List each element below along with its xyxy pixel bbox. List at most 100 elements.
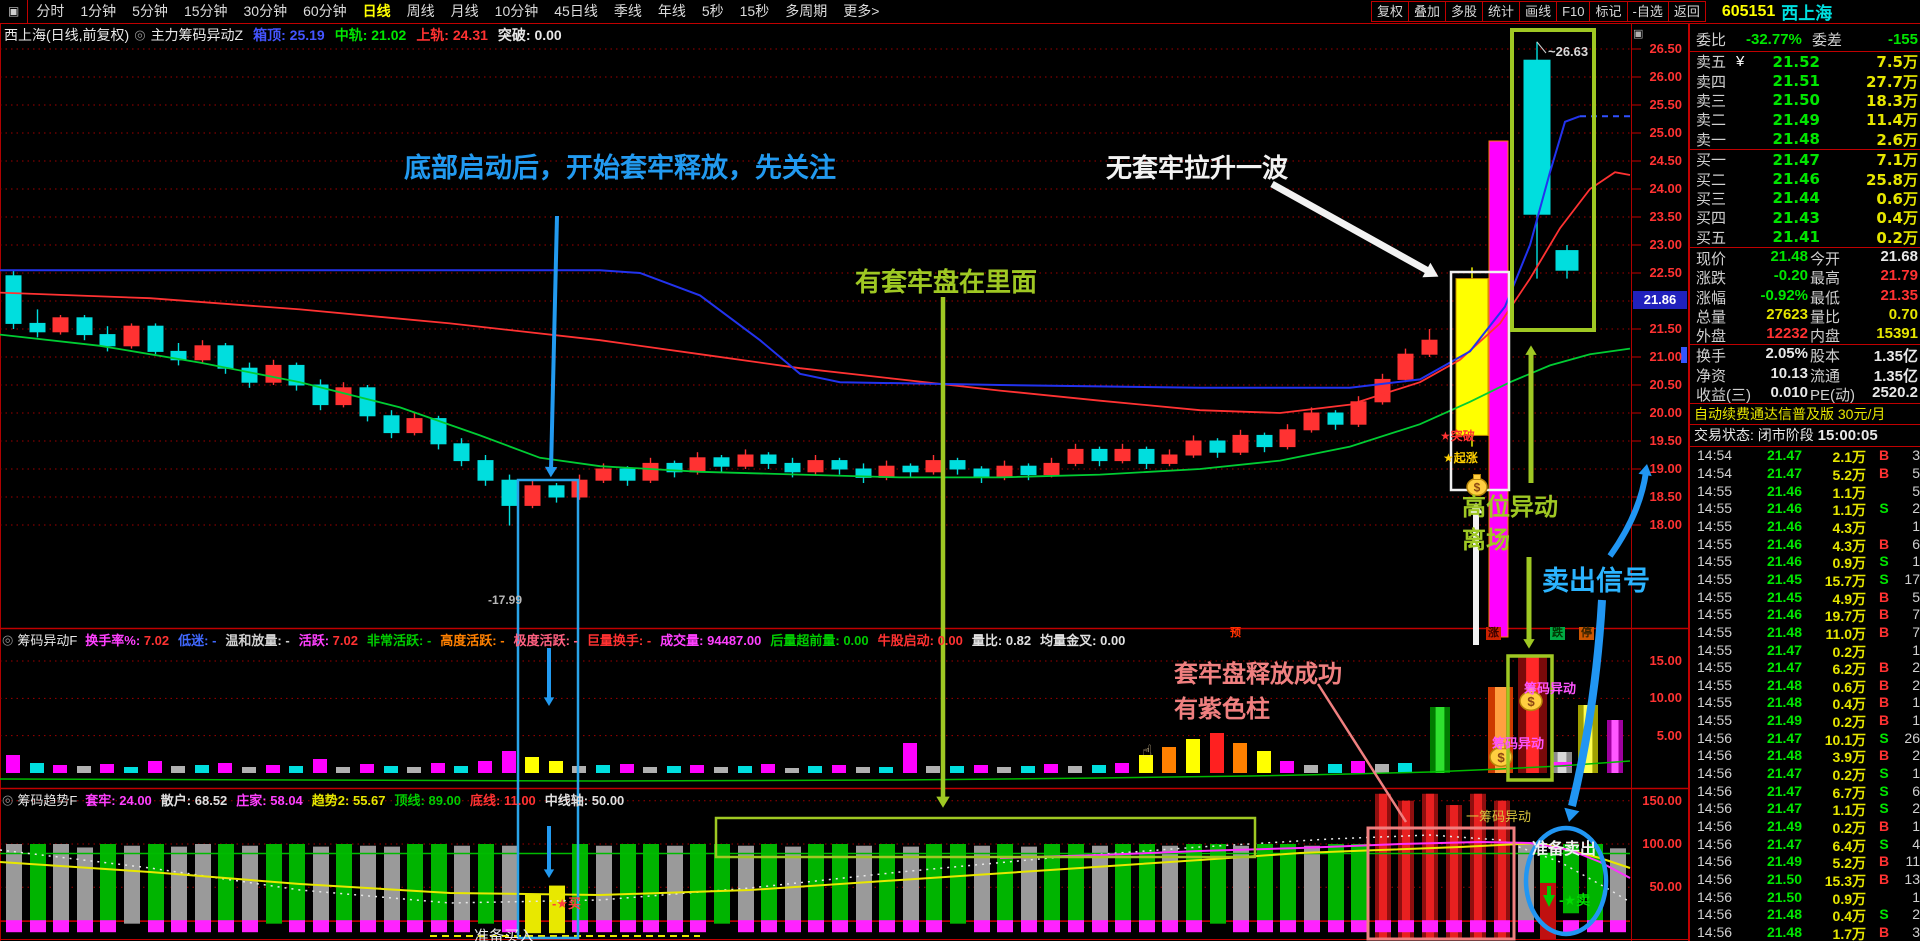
period-tab-60分钟[interactable]: 60分钟 (303, 3, 347, 19)
panel2-tick-50.00: 50.00 (1649, 879, 1682, 895)
period-tab-15分钟[interactable]: 15分钟 (183, 3, 228, 19)
price-tick-18.00: 18.00 (1649, 517, 1682, 532)
toolbar-button-返回[interactable]: 返回 (1667, 1, 1706, 22)
high-price-label: ~26.63 (1548, 44, 1589, 59)
period-tab-年线[interactable]: 年线 (657, 3, 686, 19)
period-tab-更多>[interactable]: 更多> (843, 3, 880, 19)
panel1-header: ◎ 筹码异动F 换手率%: 7.02 低迷: - 温和放量: - 活跃: 7.02 非常… (2, 631, 1134, 649)
indicator-field-套牢: 套牢: 24.00 (85, 793, 152, 808)
toolbar-button-画线[interactable]: 画线 (1519, 1, 1558, 22)
period-tab-5分钟[interactable]: 5分钟 (132, 3, 168, 19)
ask-levels[interactable]: 卖五 ¥21.52 7.5万 卖四 21.51 27.7万 卖三 21.50 18.3万 卖二 21… (1690, 52, 1920, 150)
indicator-field-低迷: 低迷: - (178, 633, 217, 648)
price-tick-26.50: 26.50 (1649, 41, 1682, 56)
toolbar-right-buttons: 复权 叠加 多股 统计 画线 F10 标记 -自选 返回 605151 西上海 (1371, 0, 1832, 23)
price-tick-25.00: 25.00 (1649, 125, 1682, 140)
price-tick-18.50: 18.50 (1649, 489, 1682, 504)
ask-row-卖一[interactable]: 卖一 21.48 2.6万 (1696, 130, 1918, 149)
window-icon[interactable]: ▣ (0, 0, 29, 23)
toolbar-button--自选[interactable]: -自选 (1626, 1, 1669, 22)
indicator-dropdown-icon[interactable]: ◎ (134, 27, 146, 42)
bid-levels[interactable]: 买一 21.47 7.1万 买二 21.46 25.8万 买三 21.44 0.6万 买四 21.4… (1690, 150, 1920, 248)
header-field-箱顶: 箱顶: 25.19 (253, 27, 325, 43)
tick-row: 14:56 21.48 3.9万 B 2 (1697, 747, 1920, 766)
subscription-banner[interactable]: 自动续费通达信普及版 30元/月 (1690, 404, 1920, 426)
main-chart-canvas[interactable]: $ $ $ (0, 0, 1688, 941)
bid-row-买四[interactable]: 买四 21.43 0.4万 (1696, 208, 1918, 228)
header-field-中轨: 中轨: 21.02 (334, 27, 407, 43)
indicator-field-活跃: 活跃: 7.02 (298, 633, 358, 648)
toolbar-button-统计[interactable]: 统计 (1482, 1, 1521, 22)
stat-row-总量: 总量 27623 量比 0.70 (1696, 305, 1918, 326)
period-tab-10分钟[interactable]: 10分钟 (494, 3, 539, 19)
panel1-name[interactable]: 筹码异动F (17, 633, 78, 648)
toolbar-button-叠加[interactable]: 叠加 (1408, 1, 1447, 22)
price-tick-20.50: 20.50 (1649, 377, 1682, 392)
toolbar-button-标记[interactable]: 标记 (1589, 1, 1628, 22)
indicator-field-换手率%: 换手率%: 7.02 (85, 633, 170, 648)
price-tick-24.50: 24.50 (1649, 153, 1682, 168)
ask-row-卖三[interactable]: 卖三 21.50 18.3万 (1696, 91, 1918, 110)
tick-row: 14:55 21.46 4.3万 1 (1697, 517, 1920, 536)
period-toolbar: ▣ 分时 1分钟 5分钟 15分钟 30分钟 60分钟 日线 周线 月线 10分钟 45日线 季线 年线… (0, 0, 1920, 24)
period-tab-分时[interactable]: 分时 (36, 3, 65, 19)
bid-row-买一[interactable]: 买一 21.47 7.1万 (1696, 150, 1918, 170)
tick-row: 14:56 21.47 0.2万 S 1 (1697, 765, 1920, 784)
indicator-field-趋势2: 趋势2: 55.67 (311, 793, 386, 808)
tick-row: 14:55 21.47 0.2万 1 (1697, 641, 1920, 660)
tick-row: 14:55 21.48 0.6万 B 2 (1697, 676, 1920, 695)
chart-header: 西上海(日线,前复权) ◎ 主力筹码异动Z 箱顶: 25.19 中轨: 21.02… (4, 26, 572, 44)
toolbar-button-复权[interactable]: 复权 (1371, 1, 1410, 22)
toolbar-button-多股[interactable]: 多股 (1445, 1, 1484, 22)
period-tab-季线[interactable]: 季线 (613, 3, 642, 19)
period-tabs: 分时 1分钟 5分钟 15分钟 30分钟 60分钟 日线 周线 月线 10分钟 45日线 季线 年线 5秒… (28, 0, 887, 23)
indicator-field-极度活跃: 极度活跃: - (513, 633, 578, 648)
period-tab-5秒[interactable]: 5秒 (701, 3, 724, 19)
period-tab-月线[interactable]: 月线 (450, 3, 479, 19)
tick-row: 14:55 21.49 0.2万 B 1 (1697, 712, 1920, 731)
panel2-header: ◎ 筹码趋势F 套牢: 24.00 散户: 68.52 庄家: 58.04 趋势2: … (2, 791, 633, 809)
indicator-field-顶线: 顶线: 89.00 (394, 793, 462, 808)
tick-trade-list[interactable]: 14:54 21.47 2.1万 B 3 14:54 21.47 5.2万 B 5 14:55 21.… (1690, 447, 1920, 941)
period-tab-45日线[interactable]: 45日线 (554, 3, 598, 19)
axis-corner-icon[interactable]: ▣ (1633, 28, 1644, 40)
ask-row-卖二[interactable]: 卖二 21.49 11.4万 (1696, 110, 1918, 130)
ask-row-卖四[interactable]: 卖四 21.51 27.7万 (1696, 72, 1918, 91)
indicator-field-成交量: 成交量: 94487.00 (660, 633, 762, 648)
ready-sell-label: 准备卖出 (1532, 841, 1597, 858)
annotation-bottom-start: 底部启动后，开始套牢释放，先关注 (404, 153, 836, 183)
panel2-collapse-icon[interactable]: ◎ (2, 791, 14, 807)
bid-row-买五[interactable]: 买五 21.41 0.2万 (1696, 228, 1918, 247)
period-tab-周线[interactable]: 周线 (406, 3, 435, 19)
status-time: 15:00:05 (1817, 427, 1878, 445)
indicator-name[interactable]: 主力筹码异动Z (150, 27, 244, 43)
period-tab-多周期[interactable]: 多周期 (785, 3, 828, 19)
tick-row: 14:55 21.48 0.4万 B 1 (1697, 694, 1920, 713)
panel2-name[interactable]: 筹码趋势F (17, 793, 78, 808)
chart-title: 西上海(日线,前复权) (4, 27, 130, 43)
sell-marker: -★卖 (1559, 892, 1591, 908)
period-tab-15秒[interactable]: 15秒 (739, 3, 770, 19)
tick-row: 14:56 21.48 0.4万 S 2 (1697, 906, 1920, 925)
bid-row-买三[interactable]: 买三 21.44 0.6万 (1696, 189, 1918, 208)
period-tab-日线[interactable]: 日线 (362, 3, 391, 19)
period-tab-1分钟[interactable]: 1分钟 (80, 3, 117, 19)
ask-row-卖五[interactable]: 卖五 ¥21.52 7.5万 (1696, 52, 1918, 72)
stock-code: 605151 (1721, 2, 1776, 20)
period-tab-30分钟[interactable]: 30分钟 (243, 3, 288, 19)
quote-stats: 现价 21.48 今开 21.68 涨跌 -0.20 最高 21.79 涨幅 -0.92% 最低 21… (1690, 247, 1920, 346)
toolbar-button-F10[interactable]: F10 (1556, 1, 1591, 22)
badge-跌: 跌 (1550, 627, 1565, 640)
indicator-field-巨量换手: 巨量换手: - (586, 633, 652, 648)
panel1-collapse-icon[interactable]: ◎ (2, 631, 14, 647)
weicha-value: -155 (1887, 31, 1918, 48)
bid-row-买二[interactable]: 买二 21.46 25.8万 (1696, 170, 1918, 189)
indicator-field-高度活跃: 高度活跃: - (440, 633, 505, 648)
weibi-label: 委比 (1696, 32, 1727, 49)
stat-row-现价: 现价 21.48 今开 21.68 (1696, 247, 1918, 268)
tick-row: 14:56 21.49 0.2万 B 1 (1697, 818, 1920, 837)
stat-row-换手: 换手 2.05% 股本 1.35亿 (1696, 345, 1918, 366)
indicator-field-散户: 散户: 68.52 (160, 793, 228, 808)
tick-row: 14:54 21.47 5.2万 B 5 (1697, 464, 1920, 483)
stat-row-净资: 净资 10.13 流通 1.35亿 (1696, 364, 1918, 385)
